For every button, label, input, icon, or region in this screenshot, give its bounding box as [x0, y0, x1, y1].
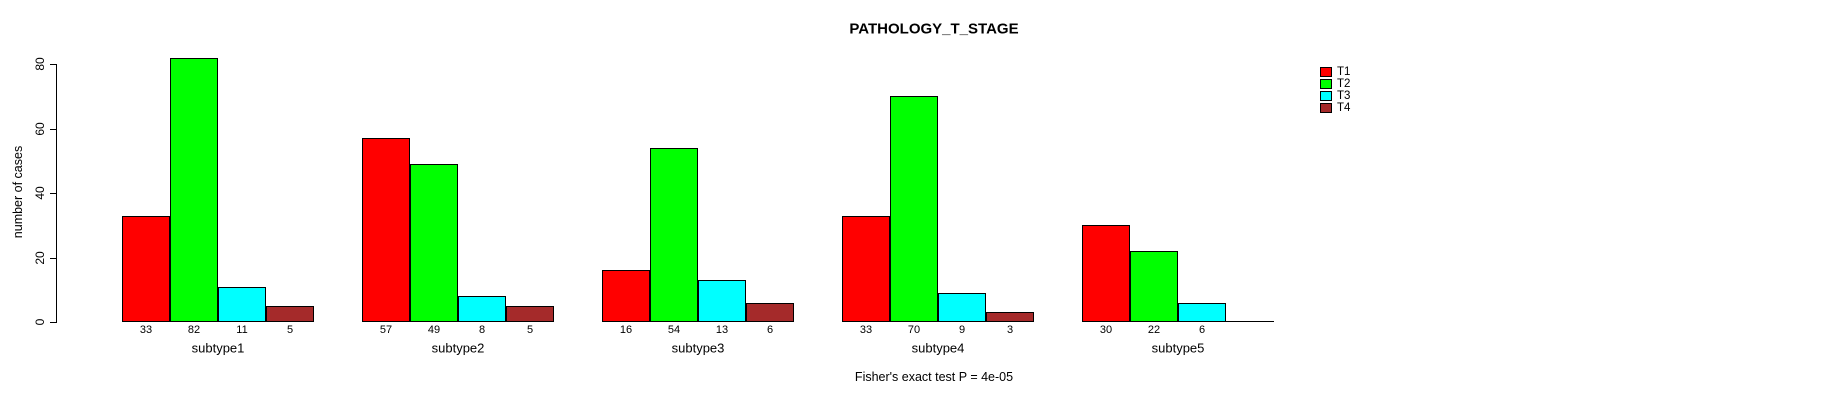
- legend-label: T4: [1337, 102, 1351, 114]
- bar-value-label: 57: [379, 324, 393, 336]
- bar: [698, 280, 746, 322]
- zero-height-bar: [1226, 321, 1274, 322]
- y-axis-tick-label: 80: [33, 57, 47, 71]
- bar-value-label: 16: [619, 324, 633, 336]
- bar-value-label: 5: [526, 324, 534, 336]
- legend-item: T1: [1320, 66, 1350, 78]
- bar: [842, 216, 890, 322]
- bar-value-label: 33: [139, 324, 153, 336]
- y-axis-tick-label: 20: [33, 250, 47, 265]
- bar-value-label: 82: [187, 324, 201, 336]
- legend: T1 T2 T3 T4: [1320, 66, 1350, 114]
- category-label: subtype4: [911, 340, 965, 356]
- bar: [890, 96, 938, 322]
- bar: [122, 216, 170, 322]
- bar: [170, 58, 218, 322]
- bar: [410, 164, 458, 322]
- y-axis-line: [56, 64, 57, 323]
- legend-label: T1: [1337, 66, 1351, 78]
- bar: [986, 312, 1034, 322]
- legend-swatch: [1320, 67, 1332, 77]
- legend-swatch: [1320, 103, 1332, 113]
- bar: [650, 148, 698, 322]
- legend-item: T4: [1320, 102, 1350, 114]
- bar: [362, 138, 410, 322]
- bar: [602, 270, 650, 322]
- bar: [1130, 251, 1178, 322]
- bar-value-label: 6: [1198, 324, 1206, 336]
- y-axis-label: number of cases: [11, 145, 25, 239]
- bar-value-label: 30: [1099, 324, 1113, 336]
- legend-swatch: [1320, 91, 1332, 101]
- category-label: subtype3: [671, 340, 725, 356]
- bar: [746, 303, 794, 322]
- legend-label: T2: [1337, 78, 1351, 90]
- bar-value-label: 3: [1006, 324, 1014, 336]
- y-axis-tick: [50, 128, 56, 130]
- y-axis-tick-label: 0: [33, 318, 47, 326]
- category-label: subtype1: [191, 340, 245, 356]
- bar: [1178, 303, 1226, 322]
- bar-value-label: 8: [478, 324, 486, 336]
- bar-value-label: 9: [958, 324, 966, 336]
- legend-item: T2: [1320, 78, 1350, 90]
- category-label: subtype5: [1151, 340, 1205, 356]
- bar: [1082, 225, 1130, 322]
- bar-value-label: 54: [667, 324, 681, 336]
- fisher-test-annotation: Fisher's exact test P = 4e-05: [854, 370, 1014, 384]
- bar: [218, 287, 266, 322]
- bar: [938, 293, 986, 322]
- legend-item: T3: [1320, 90, 1350, 102]
- legend-swatch: [1320, 79, 1332, 89]
- bar-value-label: 6: [766, 324, 774, 336]
- bar: [506, 306, 554, 322]
- bar-value-label: 11: [236, 324, 248, 336]
- bar-value-label: 70: [907, 324, 921, 336]
- category-label: subtype2: [431, 340, 485, 356]
- legend-label: T3: [1337, 90, 1351, 102]
- bar: [266, 306, 314, 322]
- bar-value-label: 49: [427, 324, 441, 336]
- bar-value-label: 5: [286, 324, 294, 336]
- y-axis-tick: [50, 64, 56, 65]
- y-axis-tick: [50, 193, 56, 194]
- y-axis-tick: [50, 322, 56, 323]
- bar-value-label: 13: [715, 324, 729, 336]
- chart-title: PATHOLOGY_T_STAGE: [849, 20, 1019, 38]
- y-axis-tick: [50, 257, 56, 259]
- y-axis-tick-label: 60: [33, 121, 47, 136]
- y-axis-tick-label: 40: [33, 186, 47, 200]
- bar-value-label: 33: [859, 324, 873, 336]
- bar: [458, 296, 506, 322]
- bar-value-label: 22: [1147, 324, 1161, 336]
